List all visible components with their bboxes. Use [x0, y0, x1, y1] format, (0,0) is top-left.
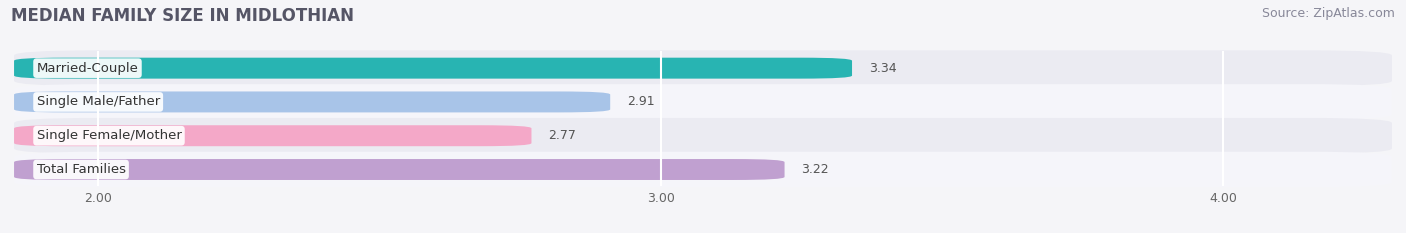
Text: 3.34: 3.34 [869, 62, 897, 75]
FancyBboxPatch shape [14, 92, 610, 112]
Text: Married-Couple: Married-Couple [37, 62, 138, 75]
FancyBboxPatch shape [14, 159, 785, 180]
Text: Single Male/Father: Single Male/Father [37, 96, 160, 108]
FancyBboxPatch shape [14, 118, 1392, 154]
Text: 2.77: 2.77 [548, 129, 576, 142]
FancyBboxPatch shape [14, 152, 1392, 187]
FancyBboxPatch shape [14, 84, 1392, 120]
Text: MEDIAN FAMILY SIZE IN MIDLOTHIAN: MEDIAN FAMILY SIZE IN MIDLOTHIAN [11, 7, 354, 25]
Text: Source: ZipAtlas.com: Source: ZipAtlas.com [1261, 7, 1395, 20]
Text: 3.22: 3.22 [801, 163, 830, 176]
Text: 2.91: 2.91 [627, 96, 655, 108]
Text: Single Female/Mother: Single Female/Mother [37, 129, 181, 142]
FancyBboxPatch shape [14, 58, 852, 79]
FancyBboxPatch shape [14, 125, 531, 146]
FancyBboxPatch shape [14, 50, 1392, 86]
Text: Total Families: Total Families [37, 163, 125, 176]
